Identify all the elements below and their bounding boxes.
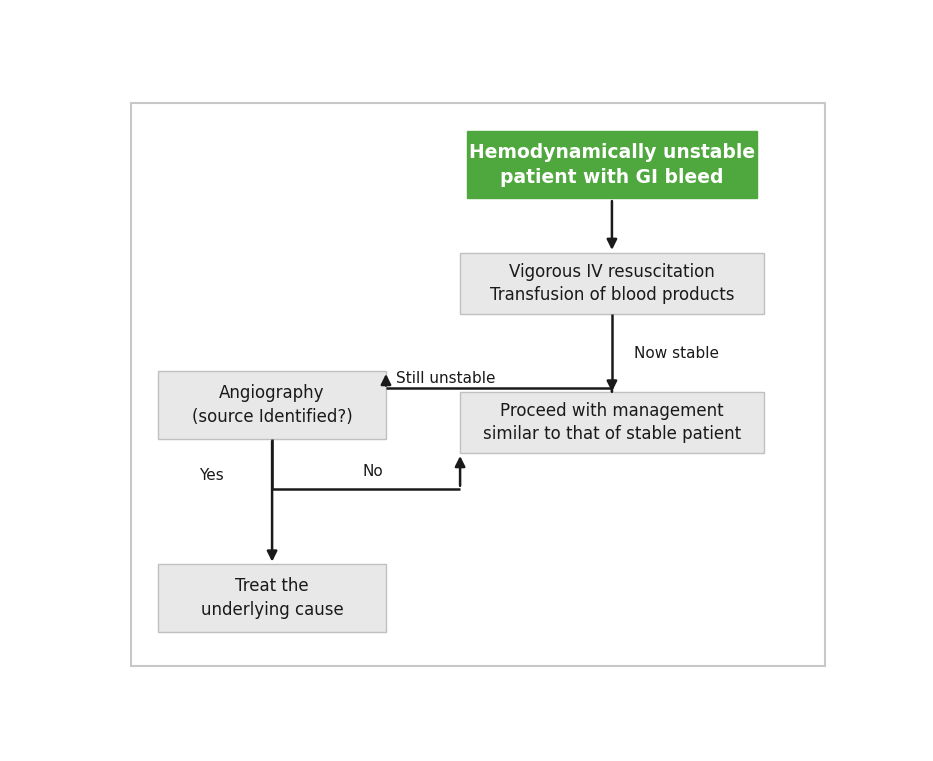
FancyBboxPatch shape (460, 253, 764, 314)
FancyBboxPatch shape (159, 371, 386, 438)
Text: Still unstable: Still unstable (396, 371, 495, 386)
Text: No: No (363, 464, 383, 479)
FancyBboxPatch shape (159, 565, 386, 632)
Text: Yes: Yes (199, 467, 224, 482)
FancyBboxPatch shape (467, 131, 757, 199)
Text: Now stable: Now stable (634, 345, 718, 361)
Text: Proceed with management
similar to that of stable patient: Proceed with management similar to that … (483, 402, 741, 443)
FancyBboxPatch shape (460, 392, 764, 453)
Text: Hemodynamically unstable
patient with GI bleed: Hemodynamically unstable patient with GI… (469, 142, 755, 186)
Text: Angiography
(source Identified?): Angiography (source Identified?) (191, 384, 353, 425)
Text: Treat the
underlying cause: Treat the underlying cause (201, 578, 343, 619)
Text: Vigorous IV resuscitation
Transfusion of blood products: Vigorous IV resuscitation Transfusion of… (490, 263, 734, 304)
